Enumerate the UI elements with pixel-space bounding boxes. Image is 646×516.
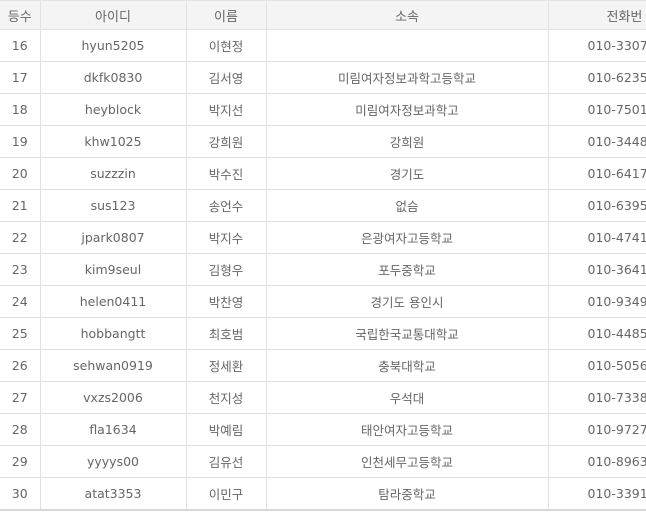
cell-id: suzzzin [39,157,187,190]
cell-name: 박찬영 [185,285,267,318]
cell-id: sehwan0919 [39,349,187,382]
cell-id: khw1025 [39,125,187,158]
header-phone: 전화번 [547,0,646,30]
cell-rank: 19 [0,125,41,158]
cell-name: 정세환 [185,349,267,382]
cell-rank: 29 [0,445,41,478]
cell-affiliation: 은광여자고등학교 [265,221,549,254]
table-row: 20 suzzzin 박수진 경기도 010-6417- [0,157,646,190]
cell-id: fla1634 [39,413,187,446]
cell-rank: 18 [0,93,41,126]
cell-affiliation: 포두중학교 [265,253,549,286]
cell-name: 박지선 [185,93,267,126]
header-id: 아이디 [39,0,187,30]
cell-id: hyun5205 [39,29,187,62]
table-row: 16 hyun5205 이현정 010-3307- [0,29,646,62]
cell-affiliation: 탐라중학교 [265,477,549,511]
table-row: 25 hobbangtt 최호범 국립한국교통대학교 010-4485- [0,317,646,350]
cell-affiliation: 강희원 [265,125,549,158]
cell-name: 강희원 [185,125,267,158]
cell-name: 김유선 [185,445,267,478]
cell-rank: 16 [0,29,41,62]
cell-name: 이민구 [185,477,267,511]
cell-phone: 010-3448- [547,125,646,158]
cell-name: 박예림 [185,413,267,446]
cell-id: jpark0807 [39,221,187,254]
cell-phone: 010-3307- [547,29,646,62]
cell-rank: 22 [0,221,41,254]
cell-affiliation: 없슴 [265,189,549,222]
cell-id: dkfk0830 [39,61,187,94]
cell-rank: 24 [0,285,41,318]
cell-phone: 010-3391- [547,477,646,511]
header-name: 이름 [185,0,267,30]
cell-name: 박수진 [185,157,267,190]
table-row: 28 fla1634 박예림 태안여자고등학교 010-9727- [0,413,646,446]
cell-rank: 20 [0,157,41,190]
cell-phone: 010-7338- [547,381,646,414]
cell-name: 김형우 [185,253,267,286]
table-header-row: 등수 아이디 이름 소속 전화번 [0,0,646,30]
cell-affiliation: 경기도 [265,157,549,190]
cell-affiliation: 미림여자정보과학고등학교 [265,61,549,94]
cell-name: 김서영 [185,61,267,94]
cell-id: hobbangtt [39,317,187,350]
cell-rank: 28 [0,413,41,446]
cell-name: 천지성 [185,381,267,414]
cell-affiliation: 국립한국교통대학교 [265,317,549,350]
cell-affiliation [265,29,549,62]
cell-id: sus123 [39,189,187,222]
header-affiliation: 소속 [265,0,549,30]
cell-name: 최호범 [185,317,267,350]
cell-phone: 010-8963- [547,445,646,478]
header-rank: 등수 [0,0,41,30]
cell-name: 이현정 [185,29,267,62]
cell-id: helen0411 [39,285,187,318]
cell-rank: 23 [0,253,41,286]
cell-name: 박지수 [185,221,267,254]
table-row: 23 kim9seul 김형우 포두중학교 010-3641- [0,253,646,286]
cell-rank: 27 [0,381,41,414]
table-row: 24 helen0411 박찬영 경기도 용인시 010-9349- [0,285,646,318]
table-row: 18 heyblock 박지선 미림여자정보과학고 010-7501- [0,93,646,126]
cell-phone: 010-6417- [547,157,646,190]
table-row: 17 dkfk0830 김서영 미림여자정보과학고등학교 010-6235- [0,61,646,94]
cell-id: yyyys00 [39,445,187,478]
cell-id: vxzs2006 [39,381,187,414]
cell-affiliation: 우석대 [265,381,549,414]
table-row: 29 yyyys00 김유선 인천세무고등학교 010-8963- [0,445,646,478]
table-row: 19 khw1025 강희원 강희원 010-3448- [0,125,646,158]
cell-rank: 17 [0,61,41,94]
table-row: 22 jpark0807 박지수 은광여자고등학교 010-4741- [0,221,646,254]
cell-phone: 010-6395- [547,189,646,222]
cell-id: atat3353 [39,477,187,511]
table-row: 21 sus123 송언수 없슴 010-6395- [0,189,646,222]
cell-phone: 010-4741- [547,221,646,254]
cell-phone: 010-7501- [547,93,646,126]
cell-affiliation: 미림여자정보과학고 [265,93,549,126]
cell-phone: 010-6235- [547,61,646,94]
cell-phone: 010-9727- [547,413,646,446]
cell-rank: 30 [0,477,41,511]
cell-name: 송언수 [185,189,267,222]
cell-rank: 21 [0,189,41,222]
cell-affiliation: 경기도 용인시 [265,285,549,318]
cell-id: kim9seul [39,253,187,286]
cell-id: heyblock [39,93,187,126]
table-row: 27 vxzs2006 천지성 우석대 010-7338- [0,381,646,414]
cell-affiliation: 인천세무고등학교 [265,445,549,478]
cell-phone: 010-4485- [547,317,646,350]
cell-phone: 010-3641- [547,253,646,286]
cell-rank: 25 [0,317,41,350]
cell-affiliation: 태안여자고등학교 [265,413,549,446]
cell-phone: 010-5056- [547,349,646,382]
table-row: 30 atat3353 이민구 탐라중학교 010-3391- [0,477,646,511]
cell-phone: 010-9349- [547,285,646,318]
cell-affiliation: 충북대학교 [265,349,549,382]
cell-rank: 26 [0,349,41,382]
table-row: 26 sehwan0919 정세환 충북대학교 010-5056- [0,349,646,382]
